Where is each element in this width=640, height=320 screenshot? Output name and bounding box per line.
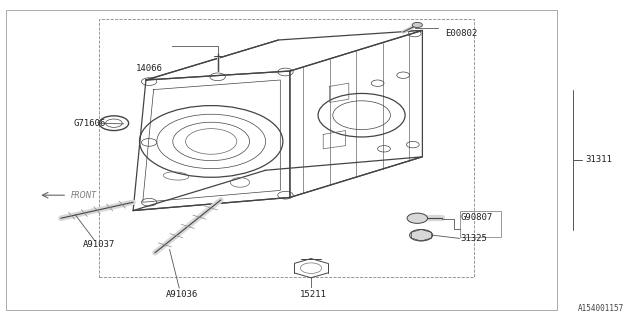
Text: G90807: G90807 [461,213,493,222]
Text: A154001157: A154001157 [578,304,624,313]
Text: 14066: 14066 [136,64,163,73]
Text: FRONT: FRONT [70,191,97,200]
Text: 31311: 31311 [586,156,612,164]
Circle shape [410,229,433,241]
Text: G71606: G71606 [74,119,106,128]
Bar [6,10,557,310]
Text: A91037: A91037 [83,240,115,249]
Circle shape [407,213,428,223]
Text: E00802: E00802 [445,29,477,38]
Text: 31325: 31325 [461,234,488,243]
Circle shape [412,22,422,28]
Text: A91036: A91036 [166,290,198,299]
Text: 15211: 15211 [300,290,327,299]
